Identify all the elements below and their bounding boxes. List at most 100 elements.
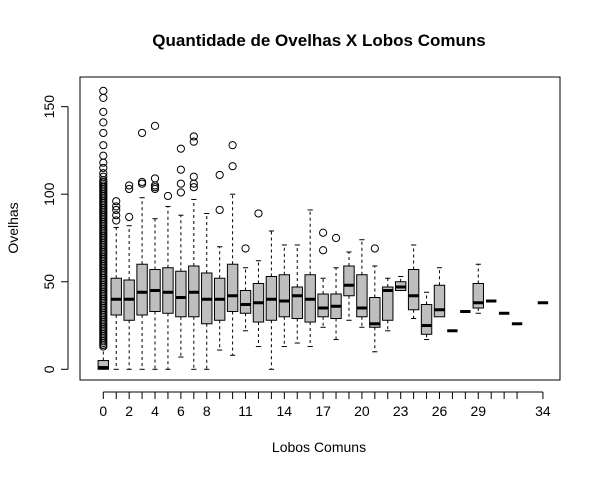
outlier-point [99, 158, 108, 167]
x-tick-label: 8 [203, 403, 211, 419]
outlier-point [176, 179, 185, 188]
box [407, 268, 420, 311]
outlier-point [99, 172, 108, 181]
box [317, 293, 329, 318]
box-group [304, 209, 316, 348]
outlier-point [112, 197, 121, 206]
box-group [317, 228, 329, 328]
outlier-point [99, 169, 108, 178]
box [278, 274, 291, 318]
box-group [291, 244, 303, 344]
x-tick-label: 14 [277, 403, 293, 419]
box-group [149, 121, 161, 370]
box [433, 284, 446, 318]
outlier-point [176, 144, 185, 153]
x-tick-label: 0 [99, 403, 107, 419]
box-group [162, 191, 174, 370]
outlier-point [112, 202, 121, 211]
outlier-point [99, 163, 108, 173]
box-group [343, 251, 355, 321]
outlier-point [99, 151, 108, 160]
outlier-point [112, 205, 121, 215]
box-group [420, 291, 433, 341]
outlier-point [319, 228, 328, 237]
outlier-point [241, 244, 250, 253]
outlier-point [163, 191, 173, 201]
outlier-point [215, 170, 224, 180]
outlier-point [125, 184, 134, 194]
outlier-point [370, 244, 379, 253]
box-group [97, 86, 109, 370]
box [472, 283, 484, 309]
y-tick-label: 150 [41, 95, 57, 119]
y-axis: 0 50 100 150 [41, 95, 69, 373]
outlier-point [112, 211, 121, 220]
box [343, 265, 355, 297]
box-group [330, 233, 342, 341]
outlier-point [99, 128, 108, 138]
outlier-point [99, 107, 108, 117]
x-tick-label: 4 [151, 403, 159, 419]
box-group [252, 209, 265, 348]
box-group [123, 181, 135, 370]
boxes-layer [97, 86, 549, 370]
box-group [226, 141, 239, 356]
outlier-point [99, 86, 108, 95]
y-tick-label: 0 [41, 365, 57, 373]
box-group [278, 244, 291, 348]
x-tick-label: 2 [125, 403, 133, 419]
box [162, 267, 174, 314]
x-tick-label: 17 [315, 403, 331, 419]
outlier-point [228, 162, 237, 171]
box-group [239, 244, 252, 332]
plot-frame [79, 76, 561, 381]
box-group [394, 275, 407, 292]
x-tick-label: 34 [535, 403, 551, 419]
box-group [213, 170, 226, 351]
box-group [201, 212, 213, 370]
box-group [265, 230, 278, 370]
chart-title: Quantidade de Ovelhas X Lobos Comuns [152, 31, 485, 50]
box-group [433, 267, 446, 318]
box-group [188, 132, 200, 370]
box-group [382, 277, 394, 332]
outlier-point [137, 179, 147, 188]
x-axis-label: Lobos Comuns [272, 439, 366, 455]
outlier-point [150, 174, 160, 183]
outlier-point [331, 233, 341, 243]
x-tick-label: 29 [470, 403, 486, 419]
outlier-point [189, 132, 198, 141]
outlier-point [112, 216, 121, 225]
x-tick-label: 11 [238, 403, 253, 419]
outlier-point [228, 141, 237, 150]
outlier-point [254, 209, 263, 218]
box [226, 263, 239, 313]
outlier-point [319, 246, 328, 255]
outlier-point [189, 183, 198, 192]
outlier-point [125, 212, 134, 222]
outlier-point [137, 128, 147, 138]
outlier-point [99, 118, 108, 127]
outlier-point [99, 141, 108, 150]
outlier-point [215, 205, 224, 215]
box-group [175, 144, 187, 358]
outlier-point [125, 181, 134, 190]
box [110, 277, 122, 316]
box-group [110, 197, 122, 370]
box-group [472, 263, 484, 314]
outlier-point [189, 172, 198, 181]
y-axis-label: Ovelhas [5, 202, 21, 253]
outlier-point [176, 165, 185, 174]
box [97, 360, 109, 370]
box [369, 297, 381, 328]
box-group [407, 244, 420, 320]
box [420, 304, 433, 335]
box [175, 270, 187, 318]
box [239, 290, 252, 314]
outlier-point [137, 177, 147, 187]
x-axis: 0 2 4 6 8 11 14 17 20 23 26 29 34 [99, 391, 551, 419]
outlier-point [99, 93, 108, 102]
box [136, 263, 148, 316]
